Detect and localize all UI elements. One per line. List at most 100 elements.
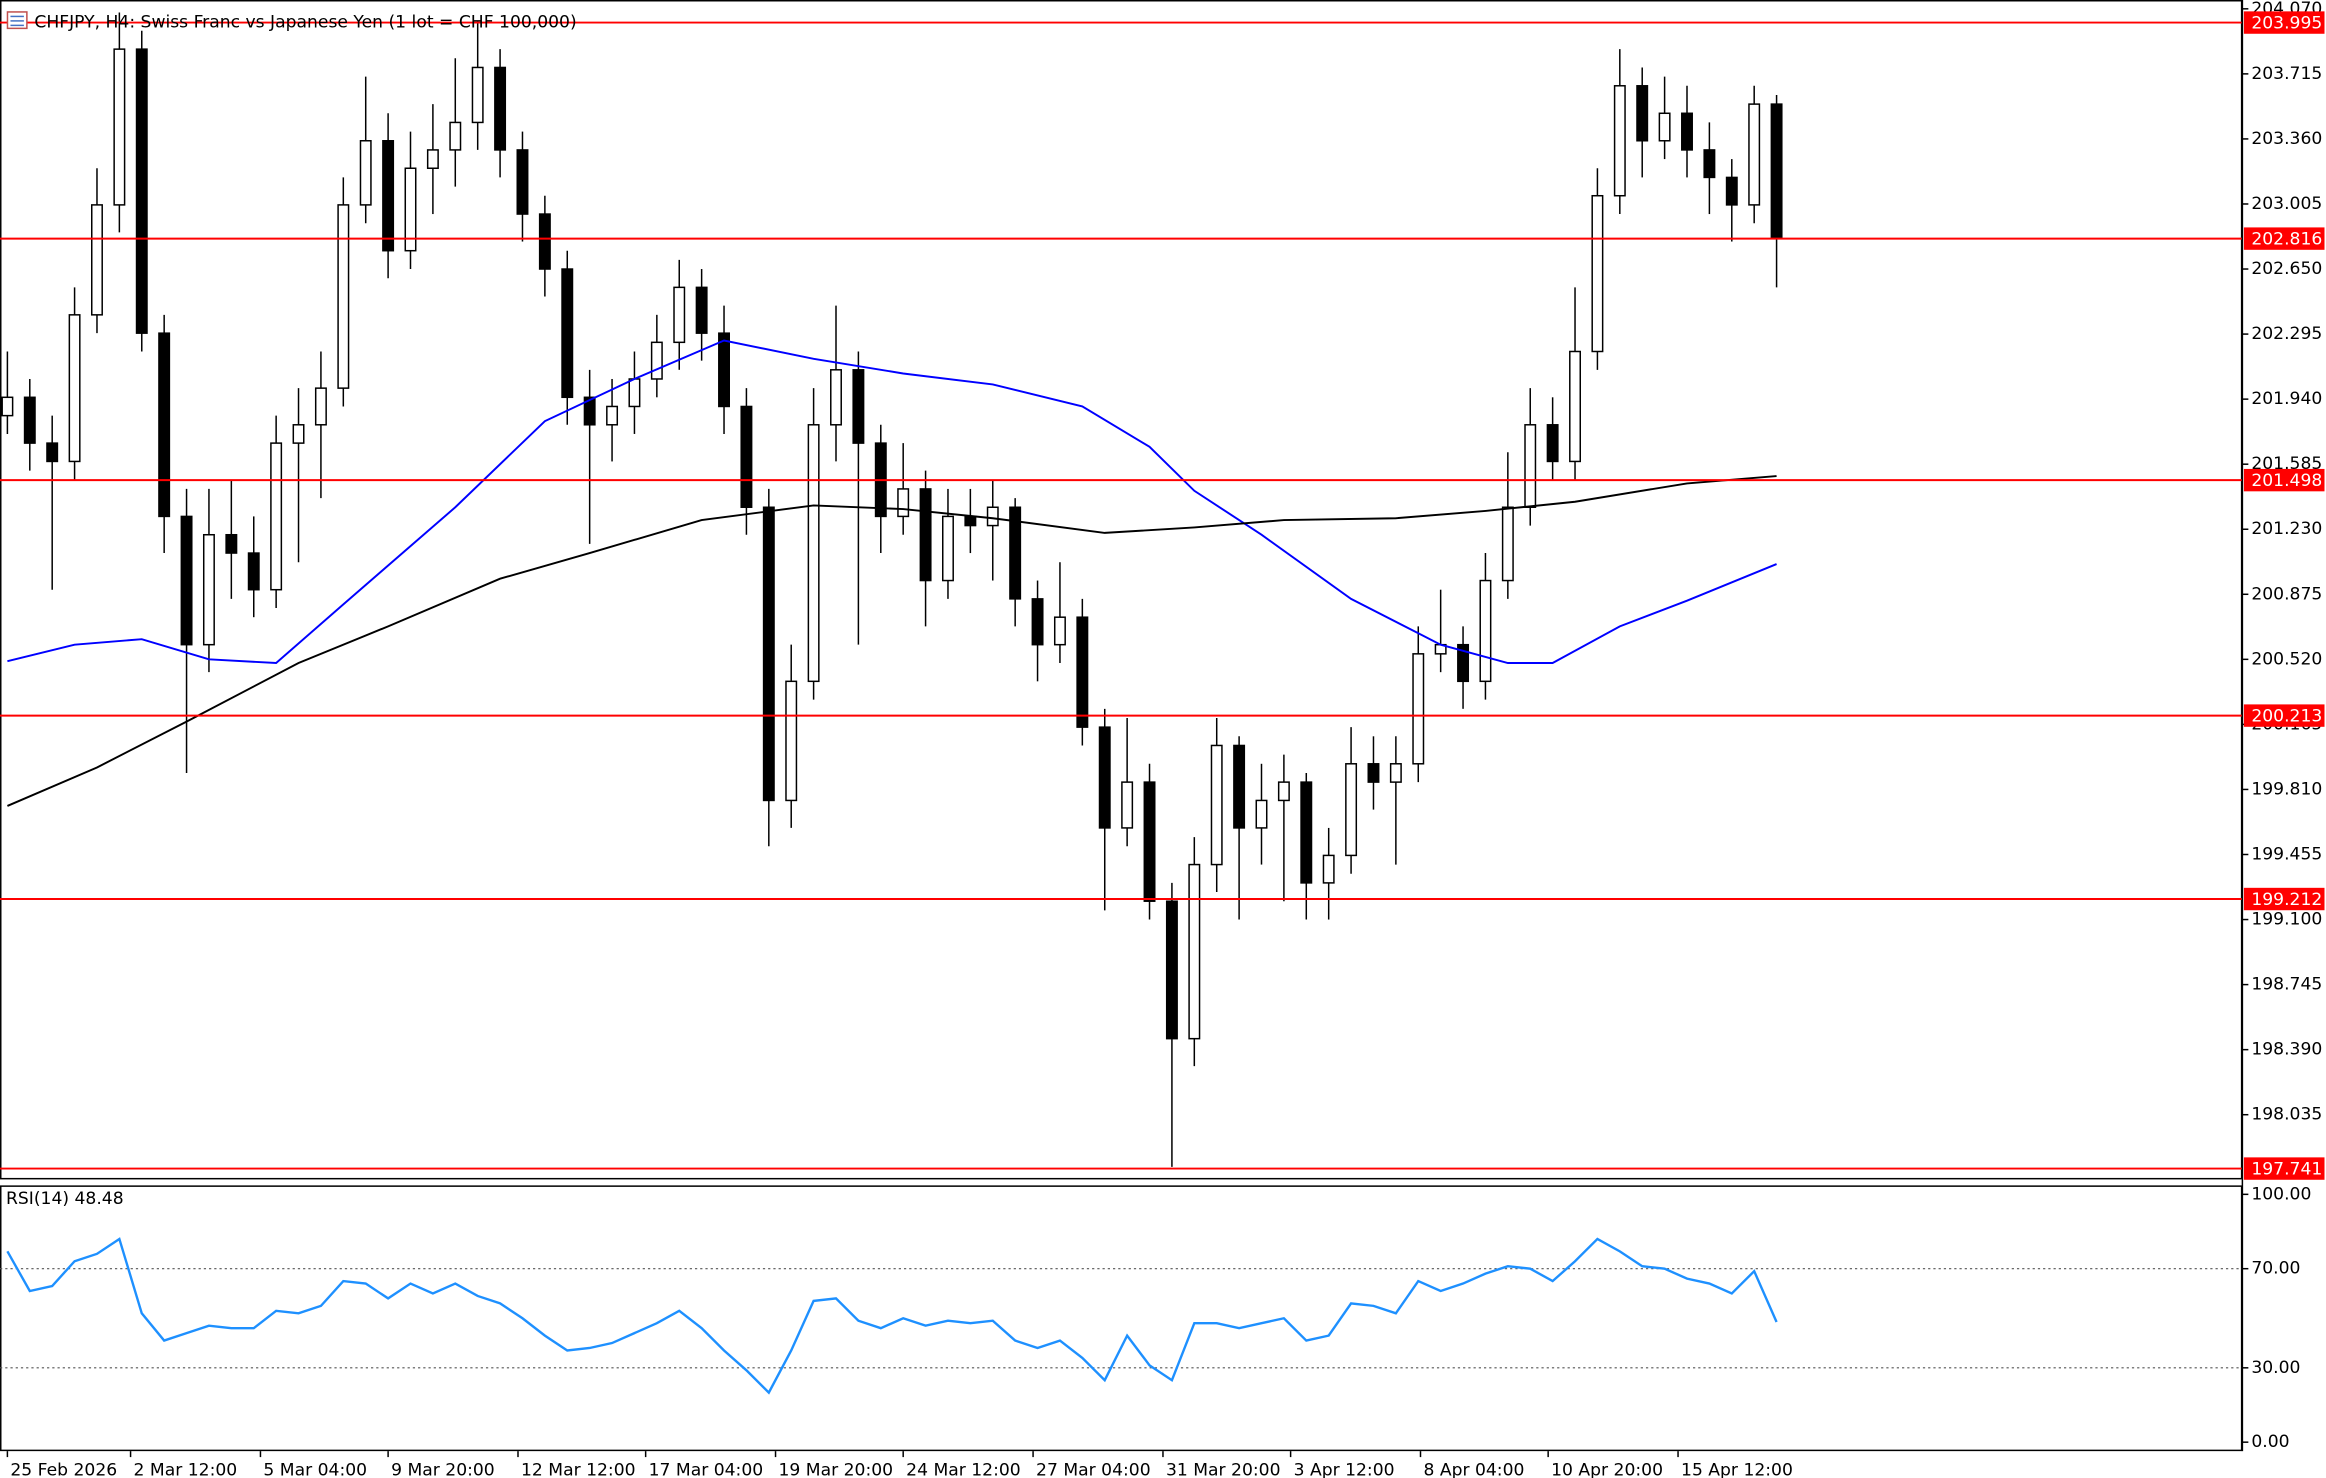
- candle-body: [1322, 854, 1335, 884]
- candle-body: [897, 488, 910, 518]
- candle-body: [1770, 103, 1783, 239]
- candle-body: [1457, 643, 1470, 683]
- candle-body: [1, 396, 14, 417]
- chart-title: CHFJPY, H4: Swiss Franc vs Japanese Yen …: [34, 12, 576, 32]
- candle-body: [1143, 781, 1156, 902]
- candle-body: [516, 149, 529, 215]
- candle-body: [202, 533, 215, 646]
- x-tick-label: 24 Mar 12:00: [906, 1461, 1021, 1478]
- symbol-icon: [6, 11, 28, 30]
- y-tick-label: 199.810: [2251, 779, 2322, 799]
- moving-average: [7, 475, 1777, 807]
- x-tick-label: 17 Mar 04:00: [649, 1461, 764, 1478]
- candle-body: [942, 515, 954, 582]
- x-tick-label: 8 Apr 04:00: [1423, 1461, 1524, 1478]
- candle-body: [1053, 616, 1066, 646]
- level-label: 202.816: [2251, 229, 2322, 249]
- y-tick-label: 200.520: [2251, 649, 2322, 669]
- candle-body: [538, 213, 551, 270]
- level-tag: [2243, 887, 2325, 911]
- level-tag: [2243, 1157, 2325, 1180]
- candle-body: [1546, 424, 1559, 463]
- y-tick-label: 202.295: [2251, 324, 2322, 344]
- candle-body: [1165, 900, 1178, 1040]
- y-tick-label: 203.715: [2251, 64, 2322, 84]
- candle-body: [1412, 653, 1425, 765]
- candle-body: [986, 506, 999, 527]
- candle-body: [1098, 726, 1111, 829]
- candle-body: [68, 314, 81, 463]
- x-tick-label: 2 Mar 12:00: [134, 1461, 238, 1478]
- candle-body: [695, 286, 708, 334]
- y-tick-label: 70.00: [2251, 1259, 2300, 1279]
- y-tick-label: 198.745: [2251, 975, 2322, 995]
- y-tick-label: 201.940: [2251, 389, 2322, 409]
- level-label: 203.995: [2251, 13, 2322, 33]
- y-tick-label: 201.230: [2251, 519, 2322, 539]
- candle-body: [1389, 763, 1402, 783]
- candle-body: [46, 442, 59, 463]
- candle-body: [270, 442, 283, 591]
- candle-body: [561, 268, 574, 399]
- y-tick-label: 0.00: [2251, 1432, 2289, 1452]
- candle-body: [740, 405, 753, 508]
- rsi-title: RSI(14) 48.48: [6, 1189, 124, 1209]
- y-tick-label: 198.035: [2251, 1105, 2322, 1125]
- candle-body: [1255, 799, 1268, 829]
- candle-body: [1188, 863, 1201, 1040]
- candle-body: [404, 167, 417, 252]
- rsi-plot: [0, 1237, 2243, 1395]
- main-panel: [0, 0, 2243, 1180]
- candle-body: [919, 488, 932, 582]
- candle-body: [113, 48, 126, 206]
- candle-body: [1703, 149, 1716, 179]
- x-tick-label: 5 Mar 04:00: [263, 1461, 367, 1478]
- y-tick-label: 199.455: [2251, 844, 2322, 864]
- candle-body: [1345, 763, 1358, 857]
- y-tick-label: 199.100: [2251, 910, 2322, 930]
- candle-body: [494, 66, 507, 151]
- candle-body: [471, 66, 484, 124]
- level-label: 200.213: [2251, 706, 2322, 726]
- x-tick-label: 10 Apr 20:00: [1551, 1461, 1663, 1478]
- y-tick-label: 203.005: [2251, 194, 2322, 214]
- candle-body: [583, 396, 596, 426]
- y-tick-label: 198.390: [2251, 1040, 2322, 1060]
- rsi-panel: [0, 1185, 2243, 1452]
- candle-body: [1501, 506, 1514, 582]
- candle-body: [426, 149, 439, 169]
- candle-body: [382, 140, 395, 252]
- candle-body: [1076, 616, 1089, 728]
- x-tick-label: 3 Apr 12:00: [1294, 1461, 1395, 1478]
- candle-body: [225, 533, 238, 554]
- candle-body: [807, 424, 820, 683]
- candle-body: [1524, 424, 1537, 508]
- x-tick-label: 12 Mar 12:00: [521, 1461, 636, 1478]
- level-label: 199.212: [2251, 890, 2322, 910]
- candle-body: [1367, 763, 1380, 783]
- candle-body: [1479, 579, 1492, 683]
- level-tag: [2243, 227, 2325, 250]
- level-tag: [2243, 468, 2325, 492]
- candle-body: [314, 387, 327, 426]
- y-tick-label: 30.00: [2251, 1358, 2300, 1378]
- axes: 204.070203.715203.360203.005202.650202.2…: [6, 0, 2325, 1478]
- candle-body: [1591, 194, 1604, 353]
- candle-body: [1613, 85, 1626, 197]
- x-tick-label: 25 Feb 2026: [10, 1461, 117, 1478]
- y-tick-label: 200.875: [2251, 584, 2322, 604]
- candle-body: [673, 286, 686, 344]
- candle-body: [1121, 781, 1134, 829]
- candle-body: [1210, 744, 1223, 866]
- candle-body: [1681, 112, 1693, 151]
- candle-body: [292, 424, 305, 444]
- rsi-line: [6, 1237, 1778, 1395]
- x-tick-label: 9 Mar 20:00: [391, 1461, 495, 1478]
- candle-body: [1031, 598, 1044, 646]
- y-tick-label: 203.360: [2251, 129, 2322, 149]
- x-tick-label: 19 Mar 20:00: [779, 1461, 894, 1478]
- level-label: 201.498: [2251, 471, 2322, 491]
- x-tick-label: 31 Mar 20:00: [1166, 1461, 1281, 1478]
- x-tick-label: 15 Apr 12:00: [1681, 1461, 1793, 1478]
